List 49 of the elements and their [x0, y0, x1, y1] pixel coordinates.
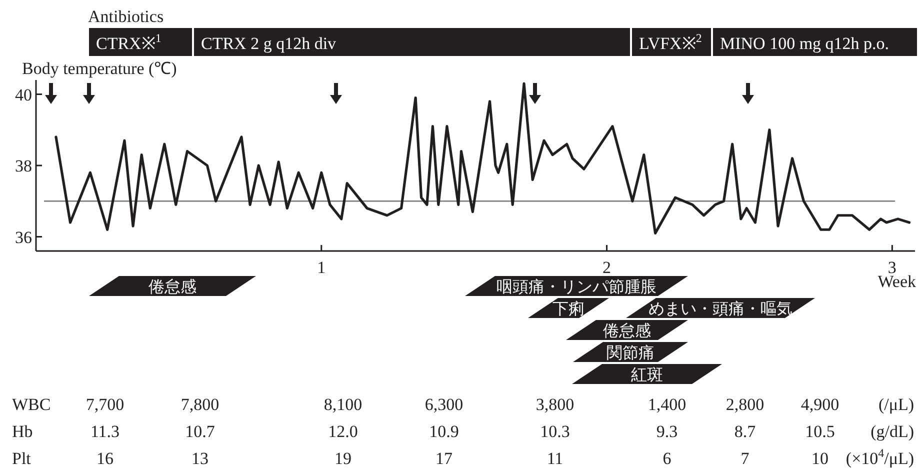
- text: 倦怠感: [603, 322, 651, 340]
- text: CTRX 2 g q12h div: [201, 34, 337, 53]
- line-series: [54, 82, 911, 234]
- text: 7,800: [180, 395, 220, 414]
- y-tick-label: 40: [15, 85, 32, 104]
- text: 17: [436, 449, 453, 468]
- text: 3,800: [536, 395, 574, 414]
- text: 6: [662, 449, 672, 468]
- text: 9.3: [656, 422, 678, 441]
- text: 16: [96, 449, 114, 468]
- text: (/μL): [878, 395, 914, 414]
- y-axis-title: Body temperature (℃): [22, 59, 177, 78]
- text: (×10$^{4}$/μL): [846, 446, 914, 468]
- text: LVFX※$^{2}$: [639, 31, 702, 53]
- text: 2,800: [726, 395, 764, 414]
- chart-title: Antibiotics: [88, 7, 164, 26]
- text: MINO 100 mg q12h p.o.: [720, 34, 890, 53]
- text: 紅斑: [631, 366, 663, 384]
- y-tick-label: 38: [15, 156, 32, 176]
- text: Plt: [12, 449, 32, 468]
- text: 13: [192, 449, 208, 468]
- text: 下痢: [552, 300, 584, 318]
- text: めまい・頭痛・嘔気: [648, 300, 792, 318]
- text: 4,900: [800, 395, 840, 414]
- text: 10: [812, 449, 828, 468]
- text: 8.7: [734, 422, 756, 441]
- text: 倦怠感: [148, 278, 196, 296]
- text: WBC: [12, 395, 51, 414]
- text: 咽頭痛・リンパ節腫脹: [496, 278, 656, 296]
- text: 10.5: [805, 422, 835, 441]
- text: (g/dL): [870, 422, 914, 441]
- x-tick-label: 1: [317, 258, 326, 277]
- text: 10.9: [429, 422, 459, 441]
- text: 12.0: [328, 422, 358, 441]
- text: 1,400: [648, 395, 686, 414]
- x-tick-label: 2: [602, 258, 612, 277]
- text: 7: [740, 449, 750, 468]
- text: 10.7: [185, 422, 216, 441]
- text: 19: [334, 449, 352, 468]
- text: CTRX※$^{1}$: [96, 31, 162, 53]
- text: Hb: [12, 422, 33, 441]
- text: 10.3: [540, 422, 570, 441]
- text: 8,100: [324, 395, 362, 414]
- text: 関節痛: [606, 344, 654, 362]
- text: 6,300: [424, 395, 464, 414]
- text: 11: [546, 449, 564, 468]
- text: 7,700: [86, 395, 124, 414]
- text: 11.3: [90, 422, 120, 441]
- y-tick-label: 36: [15, 228, 32, 247]
